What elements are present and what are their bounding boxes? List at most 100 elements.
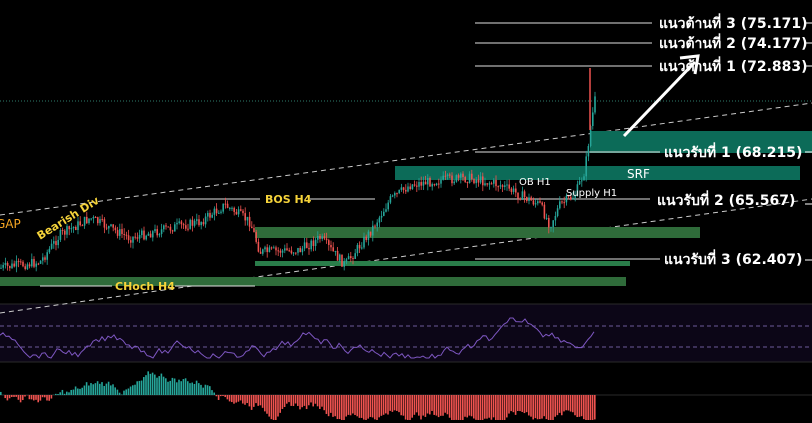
candle-body [453,181,455,184]
candle-body [37,263,40,265]
candle-body [376,222,378,227]
candle-body [292,252,295,254]
histogram-bar [479,395,482,420]
histogram-bar [400,395,402,416]
histogram-bar [96,381,99,395]
histogram-bar [426,395,429,414]
histogram-bar [576,395,578,418]
candle-body [416,185,418,187]
histogram-bar [239,395,242,401]
histogram-bar [231,395,233,403]
histogram-bar [220,395,222,397]
candle-body [112,224,114,228]
candle-body [550,227,552,229]
candle-body [554,215,557,221]
histogram-bar [415,395,418,413]
candle-body [50,243,53,249]
histogram-bar [6,395,9,401]
candle-body [541,202,543,205]
candle-body [319,236,321,239]
candle-body [270,247,273,249]
candle-body [446,174,449,176]
histogram-bar [393,395,396,411]
candle-body [127,235,130,241]
histogram-bar [195,380,198,395]
candle-body [121,229,123,234]
histogram-bar [385,395,387,414]
histogram-bar [440,395,442,416]
candle-body [39,260,42,264]
histogram-bar [118,392,121,395]
candle-body [374,225,376,227]
candle-body [187,228,189,230]
candle-body [559,201,561,209]
candle-body [308,247,310,250]
candle-body [75,226,77,231]
candle-body [141,230,143,236]
histogram-bar [484,395,486,419]
histogram-bar [272,395,275,420]
candle-body [515,188,517,193]
histogram-bar [490,395,493,420]
histogram-bar [477,395,479,420]
histogram-bar [156,377,158,395]
histogram-bar [48,395,50,401]
candle-body [501,185,504,187]
histogram-bar [382,395,385,415]
candle-body [561,201,563,203]
resistance-1-label: แนวต้านที่ 1 (72.883) [659,56,808,75]
candle-body [455,175,458,182]
histogram-bar [470,395,473,417]
candle-body [532,200,535,205]
histogram-bar [127,388,130,395]
candle-body [504,185,506,187]
candle-body [479,176,482,183]
candle-body [167,226,169,228]
candle-body [345,259,348,262]
candle-body [411,184,414,190]
histogram-bar [451,395,453,420]
candle-body [196,219,198,221]
candle-body [229,207,231,209]
histogram-bar [39,395,42,401]
histogram-bar [209,386,211,395]
candle-body [486,183,488,185]
histogram-bar [514,395,517,415]
candle-body [171,230,174,232]
histogram-bar [226,395,229,400]
histogram-bar [431,395,433,411]
histogram-bar [110,385,112,395]
candle-body [79,221,81,226]
histogram-bar [268,395,270,417]
candle-body [317,236,319,240]
histogram-bar [552,395,554,420]
candle-body [361,247,363,249]
candle-body [521,191,524,200]
candle-body [233,207,235,212]
candle-body [497,186,499,188]
candle-body [35,263,37,267]
candle-body [457,175,460,178]
histogram-bar [521,395,523,412]
candle-body [334,250,337,252]
histogram-bar [360,395,363,418]
candle-body [149,233,152,238]
candle-body [198,219,200,226]
candle-body [31,259,33,267]
histogram-bar [369,395,372,417]
candle-body [464,177,466,183]
histogram-bar [286,395,288,404]
histogram-bar [15,395,17,397]
candle-body [539,201,541,203]
candle-body [66,226,68,235]
histogram-bar [294,395,297,404]
histogram-bar [501,395,504,420]
histogram-bar [288,395,290,403]
candle-body [64,230,66,235]
histogram-bar [437,395,440,418]
histogram-bar [407,395,409,420]
histogram-bar [583,395,585,420]
candle-body [174,224,176,232]
histogram-bar [279,395,281,413]
histogram-bar [301,395,303,408]
